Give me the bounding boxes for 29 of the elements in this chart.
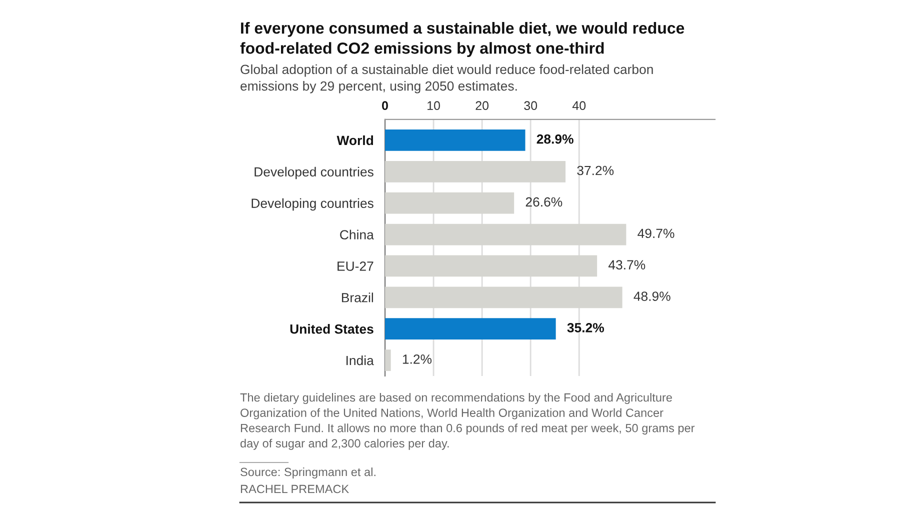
data-label: 48.9%	[634, 292, 670, 301]
text: RACHEL PREMACK	[240, 484, 349, 494]
y-tick-label: EU-27	[338, 262, 374, 271]
data-label: 35.2%	[567, 323, 604, 332]
data-label: 37.2%	[577, 166, 614, 176]
bar	[385, 350, 391, 371]
y-tick-label: China	[340, 230, 374, 240]
data-label: 49.7%	[638, 228, 674, 238]
x-tick-label: 30	[524, 101, 538, 110]
y-tick-label: United States	[290, 324, 374, 334]
data-label: 28.9%	[536, 134, 574, 144]
x-tick-label: 20	[476, 101, 489, 110]
y-tick-label: Developing countries	[252, 198, 374, 211]
chart-subtitle: Global adoption of a sustainable diet would reduce food-related carbon emissions by 29 percent, using 2050 estimates.	[240, 64, 653, 94]
x-tick-label: 0	[382, 101, 388, 110]
data-label: 26.6%	[526, 197, 562, 207]
y-tick-label: Brazil	[342, 292, 374, 302]
text: The dietary guidelines are based on recommendations by the Food and Agriculture Organization of the United Nations, World Health Organization and World Cancer Research Fund. It allows no more than 0.6 pounds of red meat per week, 50 grams per day of sugar and 2,300 calories per day.	[240, 393, 695, 450]
x-tick-label: 10	[428, 101, 440, 110]
source-note: Source: Springmann et al.	[240, 468, 376, 479]
x-tick-label: 40	[572, 101, 586, 110]
y-tick-label: Developed countries	[254, 166, 374, 180]
bar	[385, 318, 556, 340]
y-tick-label: India	[346, 356, 374, 366]
bar	[385, 130, 526, 151]
data-label: 43.7%	[608, 260, 646, 270]
data-label: 1.2%	[402, 354, 432, 364]
chart-title: If everyone consumed a sustainable diet, we would reduce food-related CO2 emissions by almost one-third	[240, 22, 684, 57]
y-tick-label: World	[336, 135, 374, 146]
